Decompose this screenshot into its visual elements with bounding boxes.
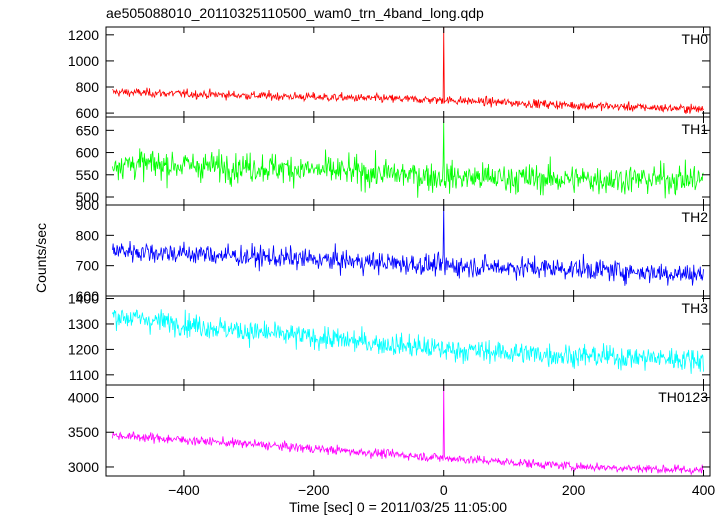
y-tick-label-th0-1000: 1000 bbox=[68, 53, 99, 69]
y-tick-label-th1-550: 550 bbox=[76, 167, 100, 183]
y-axis-label: Counts/sec bbox=[33, 223, 49, 293]
y-tick-label-th3-1100: 1100 bbox=[69, 367, 99, 383]
y-tick-label-th1-600: 600 bbox=[76, 145, 100, 161]
x-axis-label: Time [sec] 0 = 2011/03/25 11:05:00 bbox=[289, 499, 507, 515]
panel-label-th1: TH1 bbox=[682, 121, 709, 137]
y-tick-label-th0123-4000: 4000 bbox=[68, 390, 99, 406]
panel-th1: 500 550 600 650 TH1 bbox=[76, 116, 711, 206]
y-tick-label-th0123-3000: 3000 bbox=[68, 459, 99, 475]
y-tick-label-th0-600: 600 bbox=[76, 105, 100, 121]
panel-th3: 1100 1200 1300 1400 TH3 bbox=[68, 291, 711, 386]
panel-th2: 600 700 800 900 TH2 bbox=[76, 197, 711, 304]
series-line-th1 bbox=[112, 121, 704, 199]
y-tick-label-th3-1200: 1200 bbox=[68, 341, 99, 357]
series-line-th3 bbox=[112, 309, 704, 374]
y-tick-label-th2-700: 700 bbox=[76, 258, 100, 274]
series-line-th0 bbox=[112, 27, 704, 114]
panel-label-th2: TH2 bbox=[682, 209, 709, 225]
panel-frame-th3 bbox=[105, 295, 711, 386]
x-tick-label--400: −400 bbox=[168, 482, 200, 498]
y-tick-label-th1-500: 500 bbox=[76, 189, 100, 205]
panel-label-th3: TH3 bbox=[682, 300, 709, 316]
y-tick-label-th3-1300: 1300 bbox=[68, 316, 99, 332]
panel-frame-th1 bbox=[105, 116, 711, 206]
panel-th0: 600 800 1000 1200 TH0 bbox=[68, 26, 711, 121]
series-line-th2 bbox=[112, 205, 704, 286]
y-tick-label-th2-600: 600 bbox=[76, 288, 100, 304]
x-tick-label-0: 0 bbox=[440, 482, 448, 498]
y-tick-label-th3-1400: 1400 bbox=[68, 291, 99, 307]
y-tick-label-th0123-3500: 3500 bbox=[68, 424, 99, 440]
panel-label-th0: TH0 bbox=[682, 31, 709, 47]
series-line-th0123 bbox=[112, 385, 704, 476]
panel-frame-th0123 bbox=[105, 384, 711, 477]
y-tick-label-th2-900: 900 bbox=[76, 197, 100, 213]
y-tick-label-th1-650: 650 bbox=[76, 122, 100, 138]
x-tick-label-200: 200 bbox=[562, 482, 586, 498]
panel-frame-th0 bbox=[105, 26, 711, 118]
chart-title: ae505088010_20110325110500_wam0_trn_4ban… bbox=[106, 5, 484, 21]
panel-label-th0123: TH0123 bbox=[658, 389, 708, 405]
panel-th0123: 3000 3500 4000 TH0123 bbox=[68, 384, 711, 477]
x-tick-label--200: −200 bbox=[298, 482, 330, 498]
y-tick-label-th0-1200: 1200 bbox=[68, 27, 99, 43]
y-tick-label-th0-800: 800 bbox=[76, 79, 100, 95]
y-tick-label-th2-800: 800 bbox=[76, 227, 100, 243]
x-tick-label-400: 400 bbox=[692, 482, 716, 498]
